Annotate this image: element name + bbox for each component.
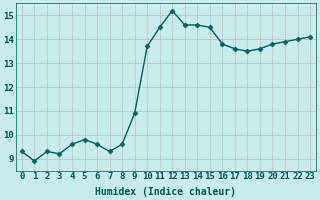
X-axis label: Humidex (Indice chaleur): Humidex (Indice chaleur) (95, 186, 236, 197)
